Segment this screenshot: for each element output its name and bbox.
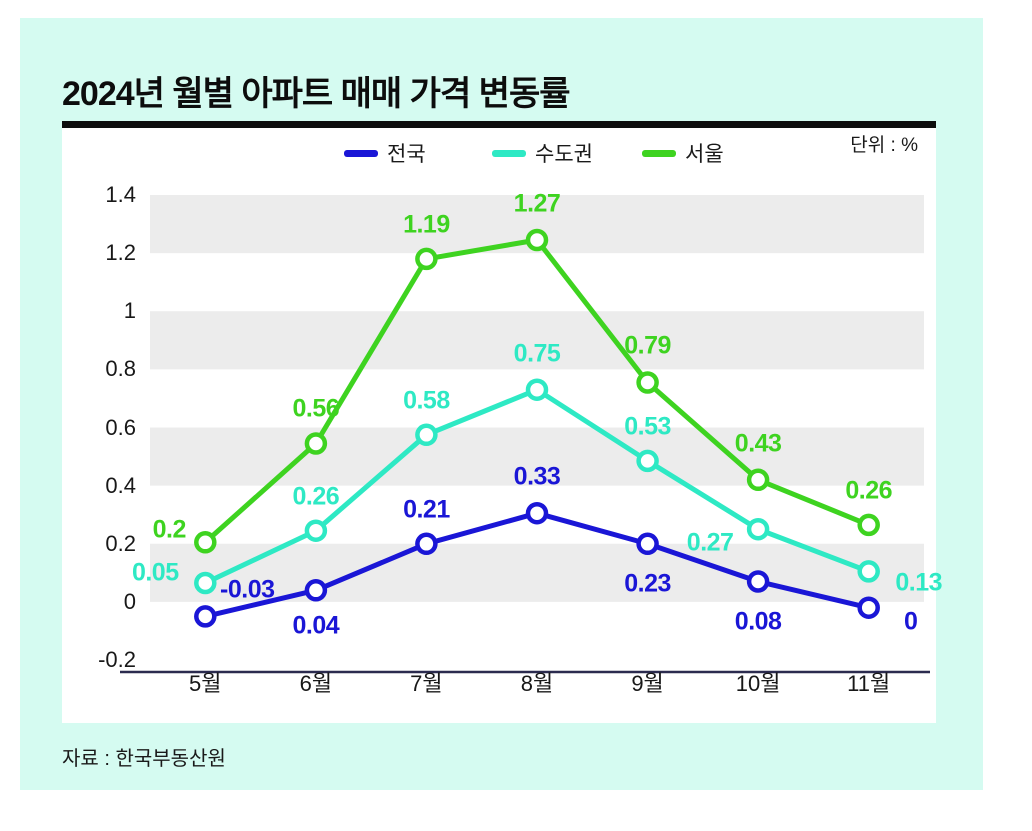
data-point-marker[interactable] (194, 571, 217, 595)
data-point-marker[interactable] (636, 371, 659, 394)
data-point-marker[interactable] (415, 247, 438, 271)
data-point-marker[interactable] (194, 531, 217, 554)
data-value-label: 0.58 (403, 386, 450, 415)
x-axis-tick-label: 10월 (735, 671, 781, 696)
data-point-marker[interactable] (746, 468, 770, 492)
y-axis-tick-label: 0.8 (105, 356, 136, 382)
data-value-label: 1.27 (513, 189, 561, 218)
background-band (150, 311, 924, 370)
data-value-label: 0 (904, 607, 918, 636)
data-value-label: 0.2 (152, 515, 187, 544)
data-point-marker[interactable] (746, 570, 770, 593)
legend-item-3[interactable]: 서울 (642, 138, 724, 168)
data-value-label: 0.56 (292, 394, 340, 423)
data-point-marker[interactable] (415, 532, 438, 556)
data-value-label: 0.26 (845, 476, 893, 505)
chart-card: 전국 수도권 서울 단위 : % 1.4 1.2 1 0.8 0.6 0.4 0.2 0 -0.2 5… (62, 128, 943, 723)
data-point-marker[interactable] (636, 449, 659, 473)
data-value-label: 0.23 (624, 569, 671, 598)
data-point-marker[interactable] (857, 513, 880, 537)
data-value-label: 0.79 (624, 331, 671, 360)
data-value-label: 0.53 (624, 412, 671, 441)
data-point-marker[interactable] (857, 560, 880, 583)
data-value-label: 1.19 (403, 210, 450, 239)
data-value-label: 0.04 (292, 611, 340, 640)
x-axis-tick-label: 9월 (631, 671, 664, 696)
legend-swatch-icon (344, 149, 378, 157)
data-point-marker[interactable] (525, 228, 549, 252)
data-point-marker[interactable] (304, 579, 328, 602)
data-value-label: 0.75 (513, 339, 561, 368)
y-axis-tick-label: -0.2 (98, 647, 136, 672)
legend-swatch-icon (642, 149, 676, 157)
legend-item-2[interactable]: 수도권 (492, 138, 593, 168)
data-point-marker[interactable] (304, 432, 328, 455)
y-axis-tick-label: 0.4 (105, 472, 136, 498)
data-point-marker[interactable] (746, 517, 770, 541)
x-axis-tick-label: 8월 (520, 671, 554, 696)
data-point-marker[interactable] (525, 378, 549, 401)
data-point-marker[interactable] (636, 532, 659, 556)
y-axis-tick-label: 0.2 (105, 530, 136, 556)
y-axis-tick-label: 1.4 (105, 182, 136, 207)
legend-label: 전국 (387, 143, 426, 166)
legend-item-1[interactable]: 전국 (344, 138, 426, 168)
data-point-marker[interactable] (415, 423, 438, 447)
data-point-marker[interactable] (304, 519, 328, 542)
data-value-label: 0.43 (734, 429, 782, 458)
data-point-marker[interactable] (525, 501, 549, 525)
chart-legend: 전국 수도권 서울 (62, 138, 936, 172)
legend-label: 수도권 (535, 143, 593, 166)
data-point-marker[interactable] (857, 596, 880, 619)
data-value-label: 0.26 (292, 482, 340, 511)
data-value-label: -0.03 (220, 575, 275, 604)
x-axis-tick-label: 11월 (847, 671, 891, 696)
data-value-label: 0.08 (734, 607, 782, 636)
x-axis-tick-label: 5월 (189, 671, 222, 696)
y-axis-tick-label: 0 (123, 588, 136, 614)
data-value-label: 0.33 (513, 462, 561, 491)
source-note: 자료 : 한국부동산원 (62, 748, 226, 770)
data-value-label: 0.21 (403, 495, 450, 524)
unit-label: 단위 : % (850, 135, 918, 156)
data-point-marker[interactable] (194, 605, 217, 628)
page-title: 2024년 월별 아파트 매매 가격 변동률 (62, 75, 571, 113)
data-value-label: 0.13 (895, 568, 943, 597)
y-axis-tick-label: 1 (123, 298, 136, 324)
x-axis-tick-label: 7월 (410, 671, 443, 696)
x-axis-tick-label: 6월 (299, 671, 333, 696)
legend-swatch-icon (492, 149, 526, 157)
title-divider (62, 121, 936, 128)
line-chart-svg (120, 195, 930, 674)
y-axis-tick-label: 1.2 (105, 240, 136, 266)
legend-label: 서울 (685, 143, 724, 166)
data-value-label: 0.27 (686, 528, 734, 557)
data-value-label: 0.05 (131, 558, 179, 587)
y-axis-tick-label: 0.6 (105, 414, 136, 440)
plot-area: 1.4 1.2 1 0.8 0.6 0.4 0.2 0 -0.2 5월 6월 7월 8월 9월 10월 11월… (62, 128, 942, 723)
